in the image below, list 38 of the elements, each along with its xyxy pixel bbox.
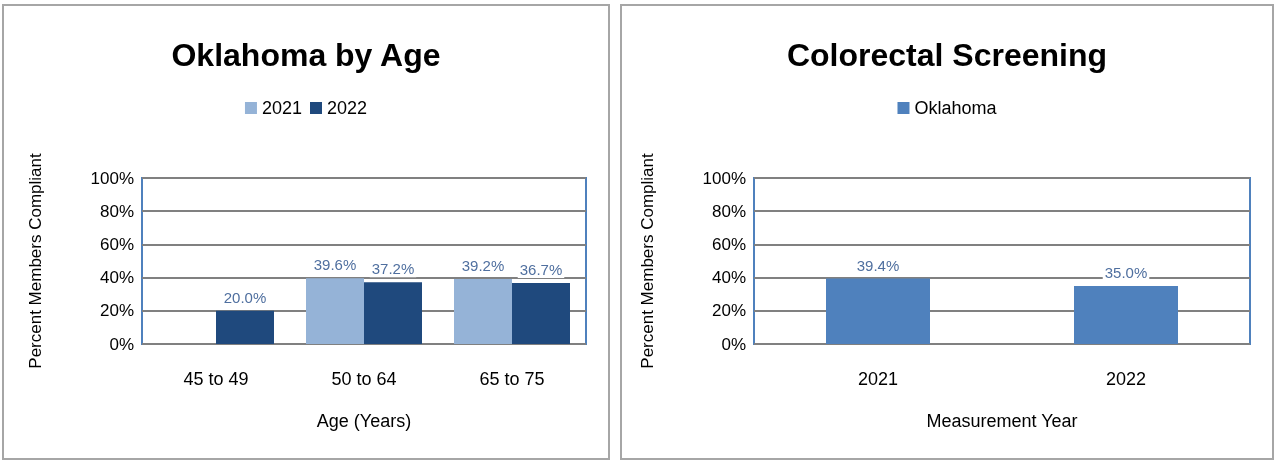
- y-tick-label: 100%: [702, 168, 746, 188]
- y-axis-title: Percent Members Compliant: [638, 153, 657, 369]
- y-tick-label: 80%: [99, 201, 134, 221]
- y-tick-label: 100%: [90, 168, 134, 188]
- x-axis-title: Age (Years): [316, 411, 412, 431]
- y-tick-label: 60%: [711, 234, 746, 254]
- x-tick-label: 2022: [1105, 369, 1147, 389]
- x-tick-label: 50 to 64: [331, 369, 397, 389]
- y-tick-label: 0%: [109, 334, 134, 354]
- bar: [364, 282, 422, 344]
- y-tick-label: 40%: [99, 268, 134, 288]
- data-label: 39.2%: [461, 256, 505, 274]
- x-axis-title: Measurement Year: [926, 411, 1078, 431]
- legend-label: 2022: [327, 98, 368, 118]
- data-label: 39.4%: [856, 256, 900, 274]
- y-tick-label: 20%: [99, 301, 134, 321]
- chart-title: Colorectal Screening: [786, 37, 1108, 73]
- chart-title: Oklahoma by Age: [171, 37, 441, 73]
- bar: [512, 283, 570, 344]
- y-tick-label: 40%: [711, 268, 746, 288]
- data-label: 20.0%: [223, 288, 267, 306]
- y-tick-label: 0%: [721, 334, 746, 354]
- y-tick-label: 20%: [711, 301, 746, 321]
- bar: [306, 278, 364, 344]
- data-label: 39.6%: [313, 256, 357, 274]
- bar: [216, 310, 274, 344]
- x-tick-label: 2021: [857, 369, 899, 389]
- data-label: 36.7%: [519, 261, 563, 279]
- data-label: 35.0%: [1104, 263, 1148, 281]
- y-axis-title: Percent Members Compliant: [26, 153, 45, 369]
- x-tick-label: 65 to 75: [479, 369, 545, 389]
- data-label: 37.2%: [371, 260, 415, 278]
- bar: [454, 278, 512, 344]
- y-tick-label: 60%: [99, 234, 134, 254]
- legend-label: Oklahoma: [914, 98, 998, 118]
- x-tick-label: 45 to 49: [183, 369, 249, 389]
- y-tick-label: 80%: [711, 201, 746, 221]
- legend-label: 2021: [261, 98, 302, 118]
